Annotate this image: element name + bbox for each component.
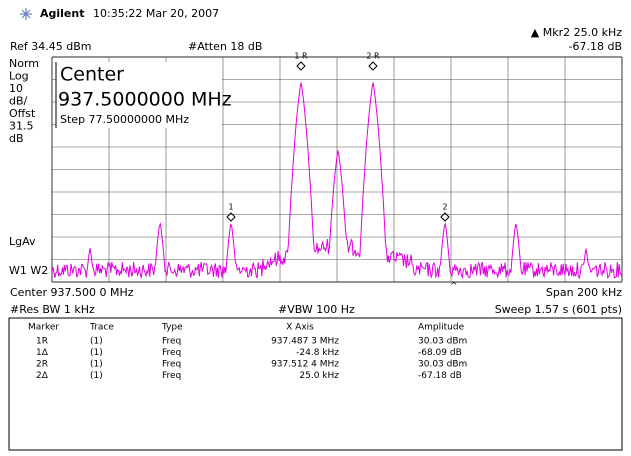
- traces-label: W1 W2: [9, 264, 48, 277]
- table-cell: 2R: [36, 360, 48, 370]
- detector: LgAv: [9, 235, 36, 248]
- side-label: 31.5: [9, 120, 34, 133]
- table-cell: Freq: [162, 348, 181, 358]
- table-cell: Freq: [162, 360, 181, 370]
- marker-readout-label: ▲ Mkr2 25.0 kHz: [531, 26, 622, 39]
- reference-level: Ref 34.45 dBm: [10, 40, 92, 53]
- marker-table-frame: [8, 317, 623, 451]
- table-cell: (1): [90, 337, 103, 347]
- step-size: Step 77.50000000 MHz: [60, 113, 189, 126]
- side-label: dB/: [9, 95, 28, 108]
- brand: Agilent: [40, 7, 84, 20]
- footer-span: Span 200 kHz: [546, 286, 622, 299]
- marker-label: 1: [228, 203, 233, 212]
- attenuation: #Atten 18 dB: [188, 40, 262, 53]
- table-cell: (1): [90, 348, 103, 358]
- table-cell: 937.487 3 MHz: [271, 337, 339, 347]
- marker-diamond: [440, 212, 450, 222]
- table-header: Marker: [28, 323, 59, 333]
- trace-group: [51, 82, 623, 280]
- side-label: 10: [9, 82, 23, 95]
- side-label: Log: [9, 70, 29, 83]
- table-cell: (1): [90, 371, 103, 381]
- table-cell: 1Δ: [36, 348, 49, 358]
- table-header: Trace: [89, 323, 114, 333]
- side-label: Norm: [9, 57, 39, 70]
- timestamp: 10:35:22 Mar 20, 2007: [93, 7, 219, 20]
- marker-diamond: [296, 61, 306, 71]
- footer-sweep: Sweep 1.57 s (601 pts): [495, 303, 622, 316]
- table-cell: 25.0 kHz: [299, 371, 339, 381]
- table-cell: 1R: [36, 337, 48, 347]
- side-label: dB: [9, 132, 24, 145]
- table-header: X Axis: [286, 323, 314, 333]
- table-header: Type: [161, 323, 183, 333]
- table-cell: -68.09 dB: [418, 348, 462, 358]
- marker-readout-value: -67.18 dB: [569, 40, 623, 53]
- table-cell: Freq: [162, 371, 181, 381]
- center-frequency: 937.5000000 MHz: [58, 89, 232, 111]
- table-header: Amplitude: [418, 323, 465, 333]
- table-cell: -67.18 dB: [418, 371, 462, 381]
- trace: [51, 82, 623, 280]
- marker-diamond: [226, 212, 236, 222]
- footer-center: Center 937.500 0 MHz: [10, 286, 134, 299]
- table-cell: 2Δ: [36, 371, 49, 381]
- marker-label: 2 R: [366, 52, 380, 61]
- table-cell: Freq: [162, 337, 181, 347]
- logo-icon: [20, 8, 32, 20]
- table-cell: (1): [90, 360, 103, 370]
- side-label: Offst: [9, 107, 36, 120]
- table-cell: -24.8 kHz: [296, 348, 339, 358]
- marker-label: 1 R: [294, 52, 308, 61]
- footer-vbw: #VBW 100 Hz: [278, 303, 355, 316]
- table-cell: 30.03 dBm: [418, 337, 467, 347]
- table-cell: 937.512 4 MHz: [271, 360, 339, 370]
- center-box: [56, 62, 222, 128]
- marker-diamond: [368, 61, 378, 71]
- marker-table: Marker Trace Type X Axis Amplitude 1R (1) Freq 9…: [28, 323, 467, 382]
- center-title: Center: [60, 64, 124, 86]
- markers: 1 R 2 R 1 2: [226, 52, 450, 222]
- table-cell: 30.03 dBm: [418, 360, 467, 370]
- footer-res-bw: #Res BW 1 kHz: [10, 303, 95, 316]
- marker-label: 2: [442, 203, 447, 212]
- caret: ^: [450, 282, 458, 292]
